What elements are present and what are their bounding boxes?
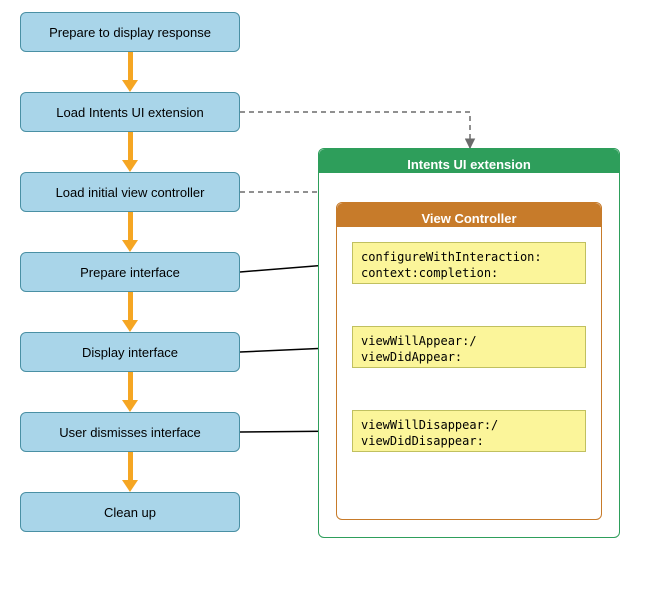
flowchart-canvas: Intents UI extension View Controller Pre… [0, 0, 648, 606]
flow-arrow-down [129, 132, 131, 172]
step-display-interface: Display interface [20, 332, 240, 372]
code-appear: viewWillAppear:/ viewDidAppear: [352, 326, 586, 368]
flow-arrow-down [129, 292, 131, 332]
flow-arrow-down [129, 452, 131, 492]
code-disappear: viewWillDisappear:/ viewDidDisappear: [352, 410, 586, 452]
step-prepare-display: Prepare to display response [20, 12, 240, 52]
step-load-extension: Load Intents UI extension [20, 92, 240, 132]
code-configure: configureWithInteraction: context:comple… [352, 242, 586, 284]
step-load-vc: Load initial view controller [20, 172, 240, 212]
flow-arrow-down [129, 52, 131, 92]
flow-arrow-down [129, 372, 131, 412]
step-prepare-interface: Prepare interface [20, 252, 240, 292]
view-controller-title: View Controller [337, 203, 601, 227]
step-clean-up: Clean up [20, 492, 240, 532]
edge-ext [240, 112, 470, 148]
step-user-dismiss: User dismisses interface [20, 412, 240, 452]
flow-arrow-down [129, 212, 131, 252]
intents-ui-extension-title: Intents UI extension [319, 149, 619, 173]
